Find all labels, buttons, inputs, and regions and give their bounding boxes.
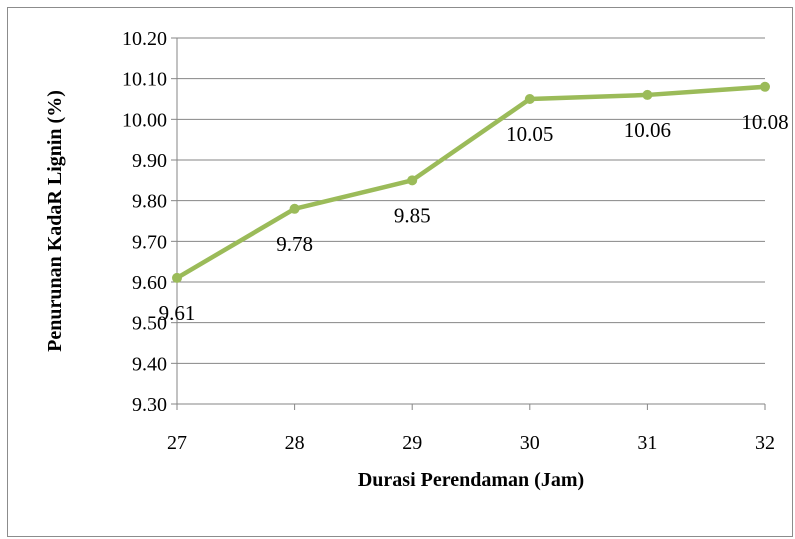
y-tick-labels: 9.30 9.40 9.50 9.60 9.70 9.80 9.90 10.00 10.10 10… xyxy=(122,28,167,416)
y-tick-label: 9.50 xyxy=(132,313,167,335)
data-label: 10.06 xyxy=(624,118,671,142)
x-tick-label: 31 xyxy=(637,432,657,454)
data-point-marker xyxy=(642,89,653,100)
data-point-marker xyxy=(407,175,418,186)
data-point-marker xyxy=(289,203,300,214)
y-tick-label: 9.40 xyxy=(132,353,167,375)
x-tick-label: 28 xyxy=(285,432,305,454)
y-tick-label: 10.00 xyxy=(122,109,167,131)
data-labels: 9.61 9.78 9.85 10.05 10.06 10.08 xyxy=(159,110,789,325)
y-tick-label: 9.30 xyxy=(132,394,167,416)
x-tick-labels: 27 28 29 30 31 32 xyxy=(167,432,775,454)
y-tick-label: 9.60 xyxy=(132,272,167,294)
data-label: 9.61 xyxy=(159,301,196,325)
y-axis-title: Penurunan KadaR Lignin (%) xyxy=(44,90,66,352)
y-tick-label: 9.70 xyxy=(132,231,167,253)
gridlines xyxy=(177,37,765,364)
x-tick-label: 27 xyxy=(167,432,187,454)
data-label: 9.85 xyxy=(394,203,431,227)
series-group xyxy=(172,81,770,283)
y-tick-label: 9.80 xyxy=(132,191,167,213)
axes xyxy=(171,37,766,410)
y-tick-label: 9.90 xyxy=(132,150,167,172)
x-tick-label: 30 xyxy=(520,432,540,454)
x-tick-label: 29 xyxy=(402,432,422,454)
data-label: 9.78 xyxy=(276,232,313,256)
y-tick-label: 10.10 xyxy=(122,69,167,91)
x-tick-label: 32 xyxy=(755,432,775,454)
series-line xyxy=(174,84,768,281)
data-point-marker xyxy=(524,94,535,104)
data-label: 10.08 xyxy=(741,110,788,134)
data-point-marker xyxy=(172,272,182,283)
y-tick-label: 10.20 xyxy=(122,28,167,50)
data-point-marker xyxy=(760,81,770,92)
x-axis-title: Durasi Perendaman (Jam) xyxy=(358,469,584,491)
data-label: 10.05 xyxy=(506,122,553,146)
